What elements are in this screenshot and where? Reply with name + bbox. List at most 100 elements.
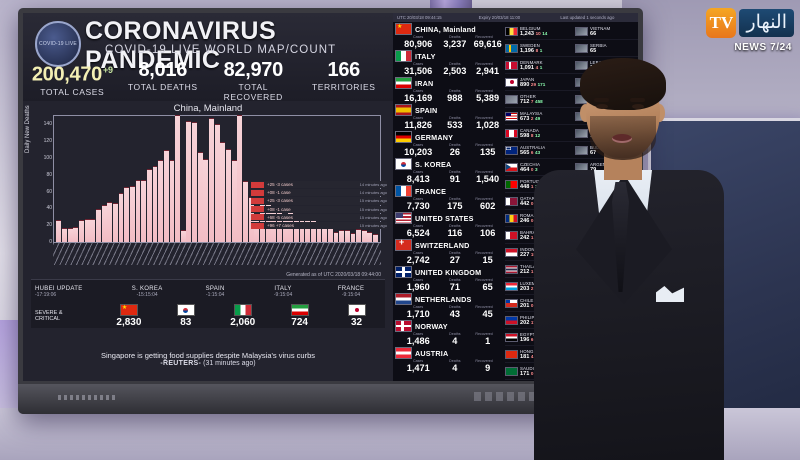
- country-name: NETHERLANDS: [415, 294, 472, 304]
- hubei-col-time: -17:19:06: [35, 292, 57, 298]
- col-header-deaths: Deaths: [449, 332, 461, 336]
- cases-value: 1,960: [406, 282, 430, 292]
- deaths-value: 4: [530, 353, 534, 359]
- update-age: 14 minutes ago: [359, 190, 387, 196]
- country-flag-icon: [505, 26, 518, 36]
- chart-bar: [112, 203, 118, 242]
- chart-bar: [209, 117, 214, 242]
- stat-value: 166: [327, 59, 361, 81]
- country-flag-icon: [575, 60, 588, 70]
- col-header-cases: Cases: [413, 170, 424, 174]
- recovered-value: 12: [535, 132, 541, 138]
- chart-bar: [124, 187, 130, 242]
- news-source: -REUTERS-: [160, 360, 202, 367]
- country-flag-icon: [395, 104, 412, 116]
- graphic-header: COVID-19 LIVE CORONAVIRUS PANDEMIC COVID…: [23, 13, 393, 102]
- country-row: FRANCE Cases Deaths Recovered 7,730 175 602: [395, 185, 505, 211]
- country-values: 67: [590, 149, 597, 156]
- country-col-headers: Cases Deaths Recovered: [395, 143, 505, 147]
- recovered-value: 3: [535, 166, 538, 172]
- hubei-col-name: SPAIN: [205, 286, 225, 292]
- country-name: ITALY: [415, 51, 436, 61]
- hubei-col-header: HUBEI UPDATE -17:19:06: [31, 286, 113, 298]
- col-header-recovered: Recovered: [475, 251, 493, 255]
- pandemic-graphic: COVID-19 LIVE CORONAVIRUS PANDEMIC COVID…: [23, 13, 393, 381]
- country-name: PORTUGAL: [520, 178, 545, 184]
- country-row: CHINA, MainlandCasesDeathsRecovered80,90…: [395, 23, 505, 49]
- chart-bar: [356, 229, 362, 242]
- deaths-value: 2: [530, 115, 534, 121]
- recovered-value: 1,028: [476, 120, 500, 130]
- update-swatch: [251, 197, 264, 204]
- country-heading: UNITED STATES: [395, 212, 505, 224]
- chart-bar: [192, 121, 198, 242]
- news-anchor: [520, 58, 770, 460]
- country-flag-icon: [505, 111, 518, 121]
- update-age: 15 minutes ago: [359, 206, 387, 212]
- country-col-headers: Cases Deaths Recovered: [395, 62, 505, 66]
- update-text: +68 -5 cases: [267, 214, 293, 220]
- country-name: GERMANY: [415, 132, 454, 142]
- country-values: 65: [590, 47, 597, 54]
- country-name: MALAYSIA: [520, 110, 543, 116]
- country-row: UNITED STATES Cases Deaths Recovered 6,524 11…: [395, 212, 505, 238]
- recovered-value: 602: [479, 201, 496, 211]
- country-heading: S. KOREA: [395, 158, 505, 170]
- hubei-col-name: S. KOREA: [131, 286, 163, 292]
- update-swatch: [251, 189, 264, 196]
- country-values: 598 8 12: [520, 132, 541, 139]
- deaths-value: 116: [447, 228, 463, 238]
- col-header-deaths: Deaths: [449, 305, 461, 309]
- update-age: 15 minutes ago: [359, 223, 387, 229]
- stat-delta: +9: [103, 65, 113, 75]
- country-col-headers: Cases Deaths Recovered: [395, 305, 505, 309]
- country-flag-icon: [575, 145, 588, 155]
- country-heading: NORWAY: [395, 320, 505, 332]
- country-values: 1,243 10 14: [520, 30, 548, 37]
- country-row: UNITED KINGDOM Cases Deaths Recovered 1,960 7…: [395, 266, 505, 292]
- board-column-main: CHINA, MainlandCasesDeathsRecovered80,90…: [393, 22, 505, 381]
- country-flag-icon: [575, 128, 588, 138]
- col-header-recovered: Recovered: [475, 224, 493, 228]
- chart-x-ticks: [53, 243, 381, 265]
- col-header-deaths: Deaths: [449, 143, 461, 147]
- col-header-recovered: Recovered: [475, 116, 493, 120]
- col-header-cases: Cases: [413, 305, 424, 309]
- chart-bar: [197, 151, 203, 242]
- country-row: CZECHIA 464 0 3: [505, 159, 575, 176]
- chart-y-tick: 60: [46, 188, 52, 195]
- stat-value: 200,470+9: [31, 63, 113, 86]
- deaths-value: 3,237: [443, 39, 467, 49]
- country-row: AUSTRIA Cases Deaths Recovered 1,471 4 9: [395, 347, 505, 373]
- chart-bar: [339, 230, 345, 242]
- deaths-value: 17: [531, 320, 536, 325]
- stat-total-cases: 200,470+9 TOTAL CASES: [27, 59, 118, 102]
- deaths-value: 175: [447, 201, 463, 211]
- board-columns: CHINA, MainlandCasesDeathsRecovered80,90…: [393, 22, 638, 381]
- stat-territories: 166 TERRITORIES: [299, 59, 390, 102]
- deaths-value: 2,503: [443, 66, 467, 76]
- deaths-value: 1: [530, 234, 534, 240]
- update-row: +25 -3 cases 15 minutes ago: [251, 197, 387, 205]
- country-heading: NETHERLANDS: [395, 293, 505, 305]
- chart-bar: [129, 185, 135, 242]
- country-col-headers: Cases Deaths Recovered: [395, 332, 505, 336]
- country-name: THAILAND: [520, 263, 543, 269]
- hubei-update-panel: HUBEI UPDATE -17:19:06 S. KOREA -15:15:04 SP…: [31, 279, 385, 328]
- country-values: 6,524 116 106: [395, 228, 505, 238]
- country-values: 79: [590, 167, 638, 173]
- chart-bar: [107, 202, 113, 242]
- country-heading: SPAIN: [395, 104, 505, 116]
- recovered-value: 1: [539, 47, 543, 53]
- chart-y-tick: 40: [46, 205, 52, 212]
- col-header-cases: Cases: [413, 116, 424, 120]
- country-name: FRANCE: [415, 186, 447, 196]
- country-col-headers: Cases Deaths Recovered: [395, 197, 505, 201]
- country-flag-icon: [505, 162, 518, 172]
- country-name: CZECHIA: [520, 161, 540, 167]
- chart-generated-stamp: Generated as of UTC 2020/03/18 09:44:00: [286, 272, 381, 278]
- country-values: 464 0 3: [520, 166, 538, 173]
- col-header-deaths: Deaths: [449, 278, 461, 282]
- hubei-col-value: SEVERE & CRITICAL: [31, 310, 100, 322]
- chart-bar: [220, 141, 226, 242]
